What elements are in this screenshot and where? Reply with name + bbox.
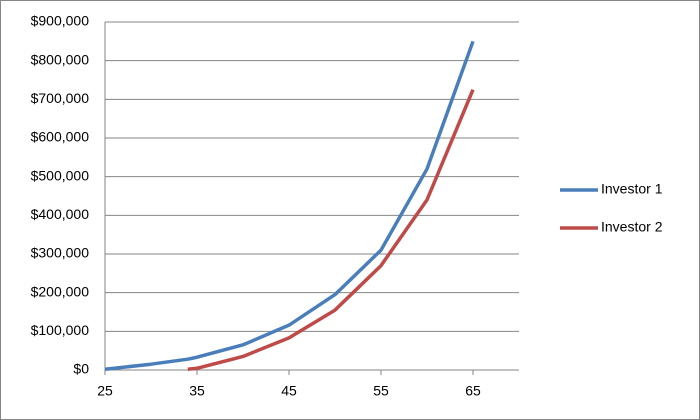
x-tick-label: 45 xyxy=(281,383,297,399)
y-tick-label: $0 xyxy=(73,361,89,377)
legend-label: Investor 1 xyxy=(601,181,663,197)
x-tick-label: 35 xyxy=(189,383,205,399)
y-tick-label: $800,000 xyxy=(31,51,90,67)
y-tick-label: $300,000 xyxy=(31,245,90,261)
legend-label: Investor 2 xyxy=(601,219,663,235)
x-tick-label: 55 xyxy=(373,383,389,399)
y-tick-label: $700,000 xyxy=(31,90,90,106)
x-tick-label: 25 xyxy=(97,383,113,399)
y-tick-label: $400,000 xyxy=(31,206,90,222)
y-tick-label: $600,000 xyxy=(31,129,90,145)
y-tick-label: $100,000 xyxy=(31,322,90,338)
series-line xyxy=(187,88,475,371)
y-tick-label: $200,000 xyxy=(31,283,90,299)
x-tick-label: 65 xyxy=(465,383,481,399)
y-tick-label: $500,000 xyxy=(31,167,90,183)
series-line xyxy=(104,40,475,371)
y-tick-label: $900,000 xyxy=(31,13,90,29)
